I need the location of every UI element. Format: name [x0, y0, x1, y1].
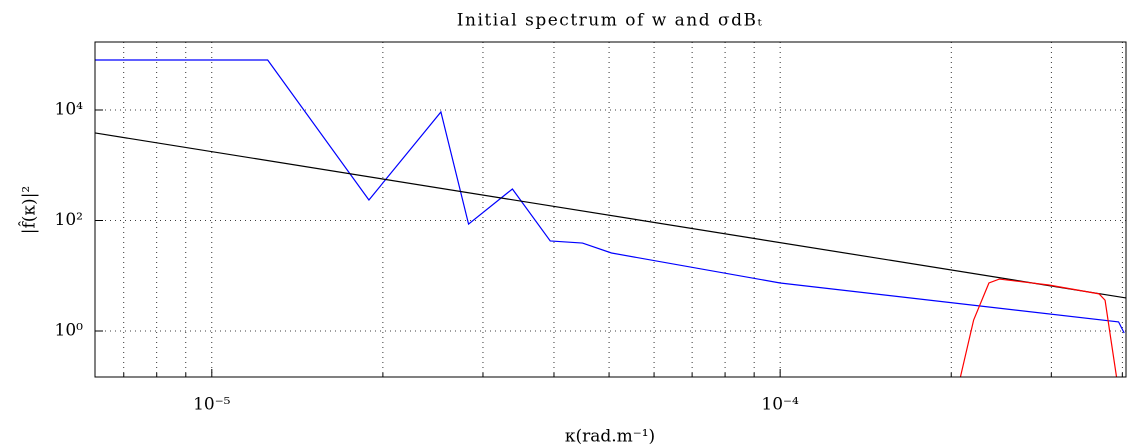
y-tick-label: 10⁴ — [55, 99, 84, 119]
series-line — [95, 132, 1126, 299]
x-tick-label: 10⁻⁴ — [761, 395, 799, 415]
series-line — [959, 278, 1118, 377]
x-axis-label: κ(rad.m⁻¹) — [565, 427, 655, 447]
plot-area — [95, 59, 1126, 377]
series-line — [95, 59, 1125, 334]
y-tick-label: 10⁰ — [55, 320, 84, 340]
grid — [95, 42, 1126, 377]
chart-title: Initial spectrum of w and σdBₜ — [457, 11, 763, 31]
y-axis-label: |f̂(κ)|² — [19, 186, 40, 234]
axes-box — [94, 41, 1127, 378]
x-tick-label: 10⁻⁵ — [193, 395, 231, 415]
y-tick-label: 10² — [55, 210, 83, 230]
